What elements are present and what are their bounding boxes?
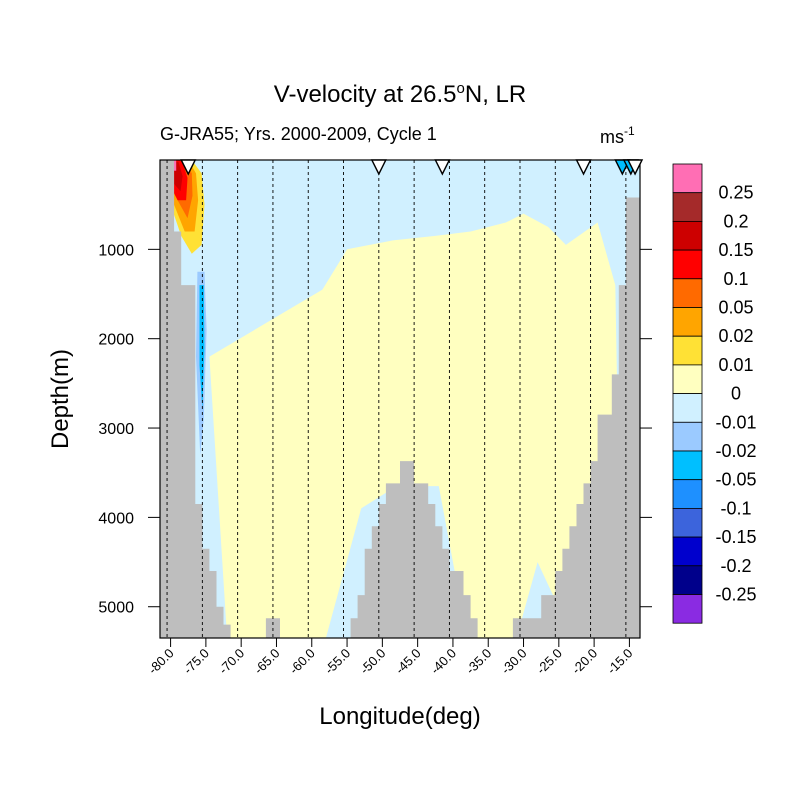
colorbar-label: 0.2 <box>723 211 748 231</box>
colorbar-label: -0.15 <box>715 527 756 547</box>
x-tick-label: -35.0 <box>463 646 495 678</box>
x-axis-label: Longitude(deg) <box>319 703 480 730</box>
colorbar-swatch <box>672 278 703 308</box>
seafloor-land <box>160 160 640 638</box>
colorbar-swatch <box>672 335 703 366</box>
units-label: ms-1 <box>600 124 635 147</box>
x-tick-label: -50.0 <box>357 646 389 678</box>
x-tick-label: -60.0 <box>286 646 318 678</box>
x-tick-label: -40.0 <box>427 646 459 678</box>
chart-subtitle: G-JRA55; Yrs. 2000-2009, Cycle 1 <box>160 124 437 144</box>
x-tick-label: -25.0 <box>533 646 565 678</box>
y-axis: 1000 2000 3000 4000 5000 <box>98 242 652 617</box>
x-tick-label: -65.0 <box>251 646 283 678</box>
x-tick-label: -15.0 <box>604 646 636 678</box>
colorbar-swatch <box>672 249 703 280</box>
colorbar-swatch <box>672 192 703 222</box>
colorbar-label: -0.1 <box>720 498 751 518</box>
x-tick-label: -80.0 <box>145 646 177 678</box>
colorbar-swatch <box>672 565 703 595</box>
colorbar-swatch <box>672 364 703 394</box>
station-markers <box>180 159 644 176</box>
x-tick-label: -70.0 <box>216 646 248 678</box>
x-axis: -80.0 -75.0 -70.0 -65.0 -60.0 -55.0 -50.0 -45.0… <box>145 638 636 678</box>
x-tick-label: -45.0 <box>392 646 424 678</box>
colorbar-label: -0.02 <box>715 441 756 461</box>
colorbar-label: 0.02 <box>718 326 753 346</box>
station-marker-3 <box>575 159 592 176</box>
y-tick-label: 3000 <box>98 421 134 438</box>
plot-area <box>160 160 640 638</box>
y-tick-label: 2000 <box>98 332 134 349</box>
colorbar-label: -0.01 <box>715 412 756 432</box>
x-tick-label: -20.0 <box>569 646 601 678</box>
colorbar-label: -0.25 <box>715 585 756 605</box>
plot-frame <box>159 159 641 639</box>
y-tick-label: 4000 <box>98 510 134 527</box>
colorbar-label: -0.05 <box>715 470 756 490</box>
colorbar-swatch <box>672 450 703 481</box>
colorbar-swatch <box>672 507 703 538</box>
colorbar-swatch <box>672 421 703 452</box>
x-tick-label: -55.0 <box>322 646 354 678</box>
station-marker-1 <box>370 159 387 176</box>
colorbar-label: 0.15 <box>718 240 753 260</box>
bathymetry-fill <box>160 160 640 638</box>
colorbar-label: 0 <box>731 384 741 404</box>
colorbar-swatch <box>672 479 703 509</box>
colorbar-label: -0.2 <box>720 556 751 576</box>
colorbar-swatch <box>672 220 703 251</box>
colorbar-swatch <box>672 393 703 423</box>
y-axis-label: Depth(m) <box>47 349 74 449</box>
x-tick-label: -30.0 <box>498 646 530 678</box>
section-lines <box>166 160 627 638</box>
station-marker-0 <box>180 159 197 176</box>
x-tick-label: -75.0 <box>180 646 212 678</box>
colorbar-swatch <box>672 536 703 567</box>
y-tick-label: 5000 <box>98 600 134 617</box>
colorbar-label: 0.05 <box>718 298 753 318</box>
colorbar-label: 0.1 <box>723 269 748 289</box>
colorbar-swatch <box>672 163 703 194</box>
chart-title: V-velocity at 26.5oN, LR <box>274 80 526 108</box>
colorbar-swatch <box>672 307 703 337</box>
colorbar-label: 0.01 <box>718 355 753 375</box>
colorbar: 0.25 0.2 0.15 0.1 0.05 0.02 0.01 0 -0.01 -0.02 -0.… <box>672 163 757 624</box>
colorbar-label: 0.25 <box>718 183 753 203</box>
colorbar-swatch <box>672 594 703 624</box>
station-marker-2 <box>434 159 451 176</box>
station-marker-6 <box>626 159 644 176</box>
y-tick-label: 1000 <box>98 242 134 259</box>
contour-region-10 <box>361 161 630 177</box>
